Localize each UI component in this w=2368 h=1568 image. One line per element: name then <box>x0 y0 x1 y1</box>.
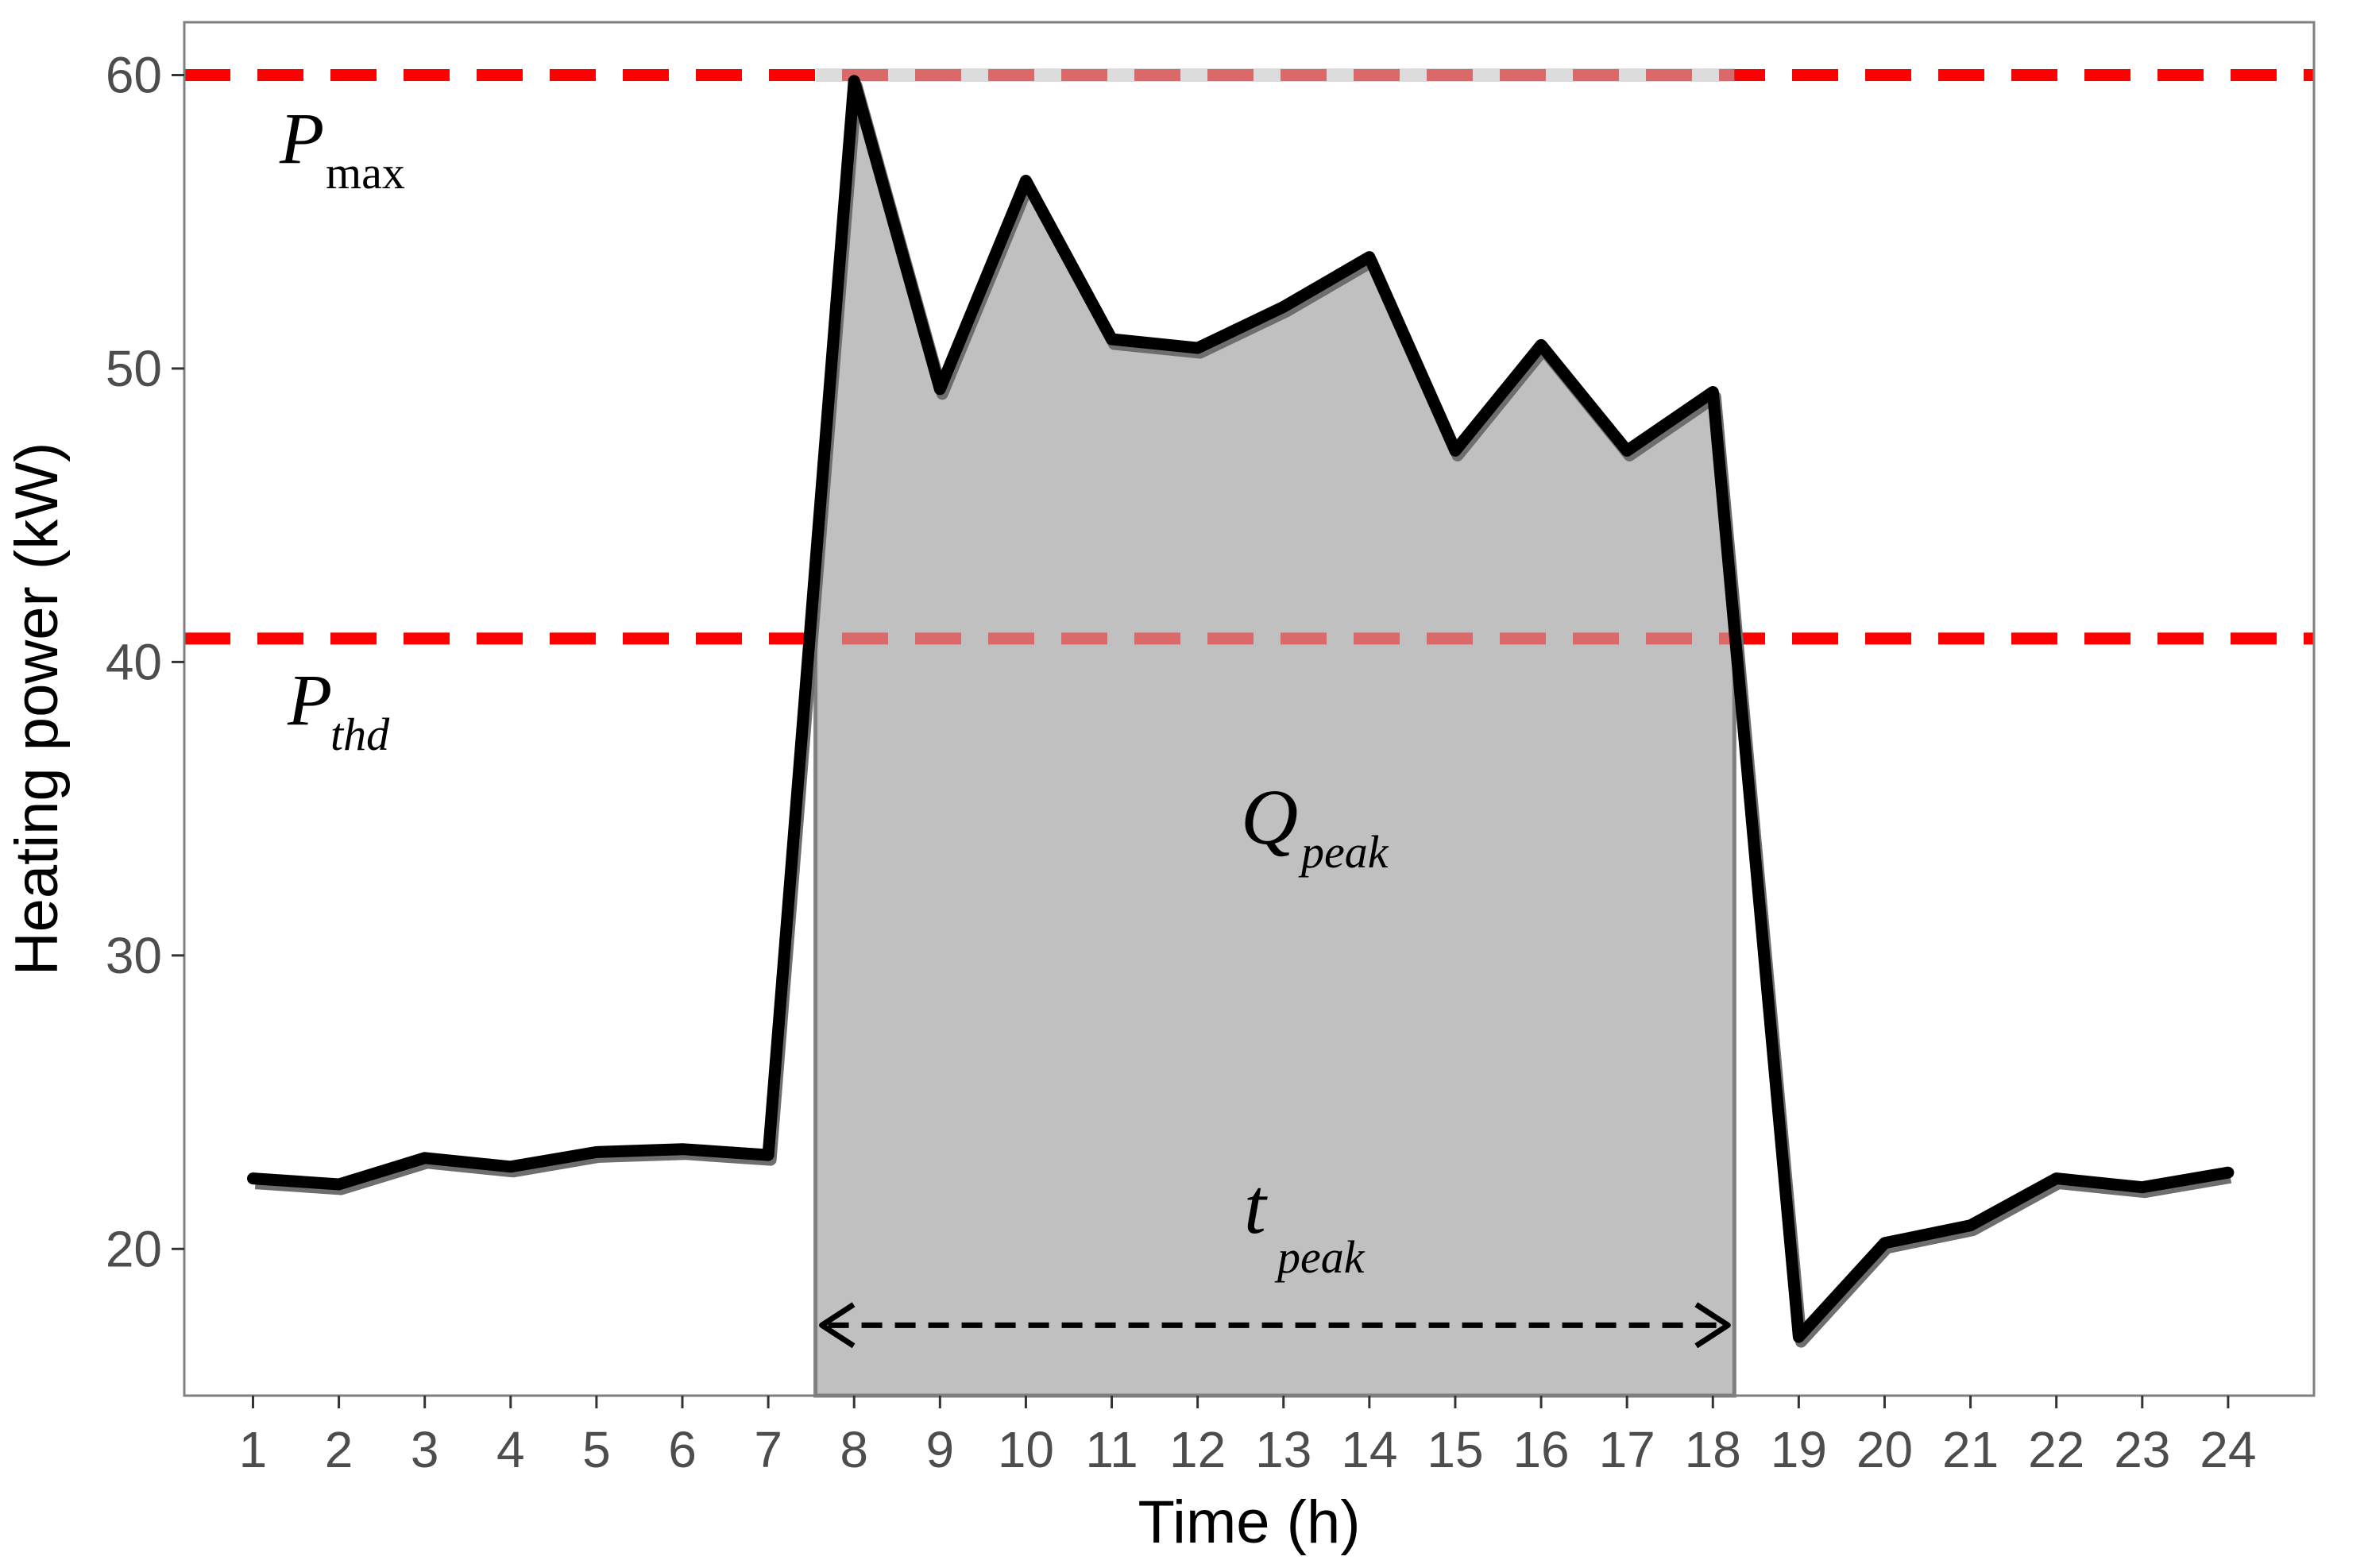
duration-arrow-head-right <box>1694 1302 1731 1349</box>
data-point <box>1368 256 1371 259</box>
q-peak-label-sub: peak <box>1298 826 1389 878</box>
data-point <box>938 388 941 391</box>
p-thd-label-main: P <box>287 659 332 740</box>
data-point <box>251 1177 254 1180</box>
x-tick-label: 1 <box>239 1421 268 1478</box>
data-point <box>509 1165 512 1168</box>
data-point <box>595 1150 598 1153</box>
data-point <box>338 1183 341 1186</box>
duration-arrow-head-left <box>819 1302 856 1349</box>
y-tick-label: 20 <box>106 1220 162 1277</box>
data-point <box>1625 449 1628 452</box>
data-point <box>1454 449 1457 452</box>
x-tick-label: 10 <box>998 1421 1054 1478</box>
axes-layer: 1 2 3 4 5 6 7 8 9 10 11 12 13 14 15 16 17 18 19 20 21 22 23 242… <box>3 21 2316 1556</box>
x-tick-label: 8 <box>840 1421 868 1478</box>
x-tick-label: 18 <box>1685 1421 1741 1478</box>
p-max-label-sub: max <box>326 147 405 199</box>
x-tick-label: 6 <box>668 1421 697 1478</box>
series-line-layer <box>247 75 2235 1348</box>
x-tick-label: 4 <box>496 1421 525 1478</box>
x-tick-label: 7 <box>754 1421 782 1478</box>
data-point <box>1196 346 1199 350</box>
p-max-label-main: P <box>279 98 324 179</box>
data-point <box>1024 180 1027 182</box>
x-tick-label: 22 <box>2028 1421 2084 1478</box>
x-tick-label: 12 <box>1169 1421 1226 1478</box>
x-tick-label: 5 <box>582 1421 611 1478</box>
x-tick-label: 15 <box>1427 1421 1483 1478</box>
data-point <box>423 1157 427 1160</box>
x-tick-label: 20 <box>1856 1421 1913 1478</box>
data-point <box>1797 1335 1800 1338</box>
data-point <box>2055 1177 2058 1180</box>
shaded-region-layer <box>813 80 1736 1398</box>
y-axis-title: Heating power (kW) <box>3 442 71 976</box>
x-axis-title: Time (h) <box>1138 1489 1360 1556</box>
data-point <box>1111 338 1114 341</box>
series-line <box>247 75 2235 1343</box>
data-point <box>1711 391 1714 393</box>
t-peak-label-sub: peak <box>1274 1231 1366 1283</box>
data-point <box>767 1153 770 1157</box>
q-peak-label-main: Q <box>1241 773 1298 861</box>
x-tick-label: 17 <box>1599 1421 1655 1478</box>
x-tick-label: 24 <box>2200 1421 2256 1478</box>
x-tick-label: 23 <box>2114 1421 2170 1478</box>
data-point <box>1539 343 1543 346</box>
data-point <box>2227 1171 2230 1174</box>
x-tick-label: 9 <box>926 1421 955 1478</box>
data-point <box>852 79 856 83</box>
y-tick-label: 30 <box>106 927 162 984</box>
data-point <box>681 1148 684 1151</box>
data-point <box>1969 1224 1972 1227</box>
reference-lines-layer <box>184 68 2314 646</box>
plot-panel-border <box>183 21 2316 1397</box>
x-tick-label: 13 <box>1255 1421 1311 1478</box>
y-tick-label: 40 <box>106 633 162 690</box>
p-thd-label-sub: thd <box>330 709 390 760</box>
x-tick-label: 14 <box>1341 1421 1397 1478</box>
data-point <box>1282 305 1285 308</box>
data-point <box>1883 1242 1886 1245</box>
y-tick-label: 50 <box>106 340 162 397</box>
data-point <box>2141 1186 2144 1189</box>
x-tick-label: 16 <box>1512 1421 1569 1478</box>
x-tick-label: 3 <box>411 1421 439 1478</box>
y-tick-label: 60 <box>106 47 162 104</box>
x-tick-label: 2 <box>325 1421 353 1478</box>
t-peak-label-main: t <box>1244 1162 1268 1250</box>
x-tick-label: 21 <box>1942 1421 1999 1478</box>
x-tick-label: 19 <box>1771 1421 1827 1478</box>
x-tick-label: 11 <box>1085 1421 1138 1478</box>
peak-area-region <box>813 80 1736 1398</box>
